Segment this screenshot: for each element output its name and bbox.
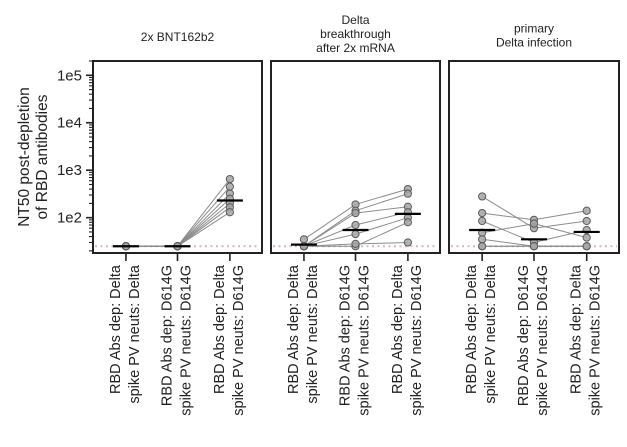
- x-tick-label-line: RBD Abs dep: Delta: [212, 264, 228, 394]
- data-point: [403, 238, 412, 247]
- x-tick-label-line: spike PV neuts: D614G: [588, 265, 604, 416]
- x-tick-label: RBD Abs dep: Delta spike PV neuts: Delta: [464, 264, 499, 404]
- data-point: [225, 208, 234, 217]
- panel-title: Delta breakthrough after 2x mRNA: [316, 13, 395, 55]
- panel-title-line: primary: [514, 22, 554, 36]
- y-tick-label: 1e2: [57, 210, 82, 227]
- x-tick-label-line: spike PV neuts: D614G: [179, 265, 195, 416]
- y-axis-label: NT50 post-depletionof RBD antibodies: [16, 87, 51, 227]
- x-tick-label-line: spike PV neuts: Delta: [483, 264, 499, 404]
- data-point: [529, 242, 539, 251]
- x-tick-label-line: spike PV neuts: D614G: [535, 265, 551, 416]
- data-point: [478, 242, 487, 251]
- data-point: [351, 239, 360, 248]
- x-tick-label: RBD Abs dep: Delta spike PV neuts: D614G: [390, 264, 425, 416]
- y-axis: 1e2 1e3 1e4 1e5: [57, 60, 93, 252]
- data-point: [299, 235, 309, 244]
- x-tick-label-line: RBD Abs dep: Delta: [390, 264, 406, 394]
- data-point: [225, 174, 234, 184]
- x-tick-label-line: spike PV neuts: Delta: [305, 264, 321, 404]
- x-tick-label-line: spike PV neuts: D614G: [357, 265, 373, 416]
- x-tick-label: RBD Abs dep: D614G spike PV neuts: D614G: [516, 265, 551, 416]
- subject-line: [126, 193, 231, 247]
- x-tick-label-line: RBD Abs dep: D614G: [516, 265, 532, 406]
- y-tick-label: 1e5: [57, 67, 82, 84]
- x-tick-label: RBD Abs dep: Delta spike PV neuts: Delta: [286, 264, 321, 404]
- x-tick-label: RBD Abs dep: Delta spike PV neuts: Delta: [108, 264, 143, 404]
- x-tick-label-line: RBD Abs dep: D614G: [160, 265, 176, 406]
- x-tick-label-line: RBD Abs dep: D614G: [338, 265, 354, 406]
- panel-title-line: after 2x mRNA: [316, 41, 395, 55]
- panel-title: primary Delta infection: [496, 22, 572, 50]
- data-point: [225, 182, 234, 191]
- y-axis-title: NT50 post-depletionof RBD antibodies: [16, 87, 51, 227]
- x-tick-label-line: spike PV neuts: D614G: [231, 265, 247, 416]
- data-point: [403, 189, 412, 198]
- panel-frame: [92, 60, 263, 254]
- x-tick-label-line: RBD Abs dep: Delta: [108, 264, 124, 394]
- panel-title-line: 2x BNT162b2: [141, 30, 215, 44]
- y-axis-title-line: NT50 post-depletion: [16, 87, 33, 227]
- data-point: [351, 220, 360, 230]
- data-point: [478, 208, 487, 218]
- panel-title-line: Delta: [341, 13, 369, 27]
- panel-title-line: breakthrough: [320, 27, 391, 41]
- data-point: [582, 242, 591, 251]
- data-point: [529, 219, 539, 228]
- x-tick-label-line: RBD Abs dep: Delta: [286, 264, 302, 394]
- x-tick-label: RBD Abs dep: D614G spike PV neuts: D614G: [338, 265, 373, 416]
- y-tick-label: 1e3: [57, 162, 82, 179]
- x-tick-label: RBD Abs dep: Delta spike PV neuts: D614G: [569, 264, 604, 416]
- subject-line: [126, 211, 231, 247]
- data-point: [351, 208, 360, 218]
- data-point: [478, 235, 487, 244]
- data-point: [582, 233, 591, 242]
- data-point: [582, 216, 591, 226]
- x-tick-label-line: spike PV neuts: D614G: [409, 265, 425, 416]
- panel-3: primary Delta infection RBD Abs dep: Delta…: [448, 22, 620, 416]
- x-tick-label: RBD Abs dep: Delta spike PV neuts: D614G: [212, 264, 247, 416]
- data-point: [403, 218, 412, 227]
- x-tick-label: RBD Abs dep: D614G spike PV neuts: D614G: [160, 265, 195, 416]
- x-tick-label-line: RBD Abs dep: Delta: [464, 264, 480, 394]
- panel-title: 2x BNT162b2: [141, 30, 215, 44]
- x-tick-label-line: spike PV neuts: Delta: [127, 264, 143, 404]
- data-point: [351, 230, 360, 239]
- data-point: [478, 216, 487, 226]
- y-axis-title-line: of RBD antibodies: [34, 94, 51, 219]
- data-point: [582, 206, 591, 215]
- panel-2: Delta breakthrough after 2x mRNA RBD Abs de…: [270, 13, 441, 416]
- x-tick-label-line: RBD Abs dep: Delta: [569, 264, 585, 394]
- data-point: [478, 192, 487, 201]
- y-tick-label: 1e4: [57, 115, 82, 132]
- panel-title-line: Delta infection: [496, 36, 572, 50]
